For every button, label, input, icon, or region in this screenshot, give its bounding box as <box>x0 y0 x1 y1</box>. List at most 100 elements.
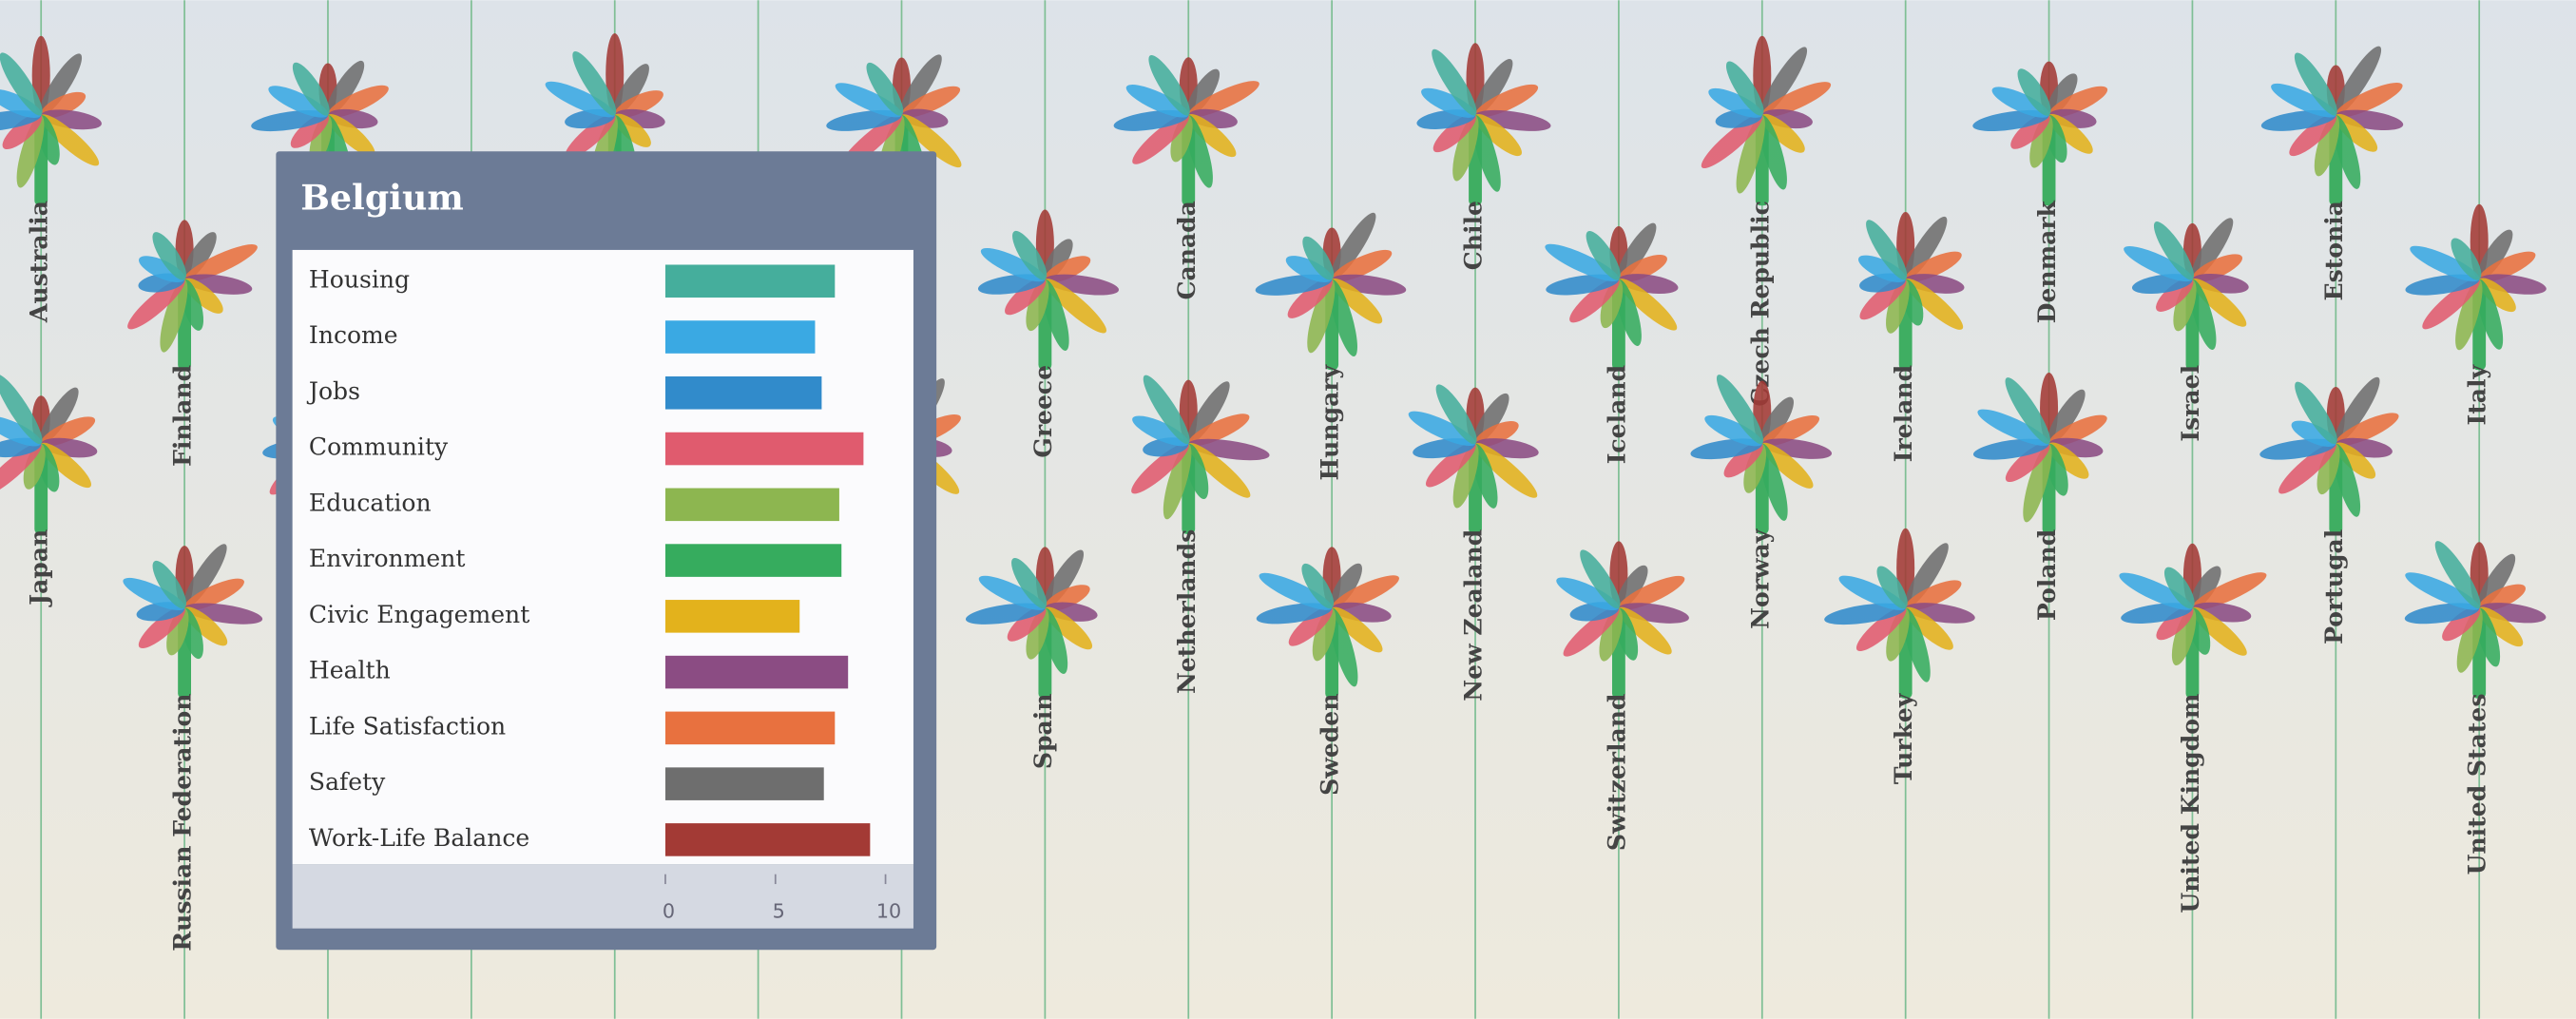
category-label: Life Satisfaction <box>309 712 506 740</box>
petal <box>1866 220 1908 280</box>
country-label: Russian Federation <box>168 694 197 952</box>
petal <box>2190 566 2221 609</box>
petal <box>2477 229 2513 280</box>
petal <box>1736 115 1765 194</box>
petal <box>1759 115 1787 190</box>
petal <box>1188 438 1270 461</box>
petal <box>1760 47 1808 116</box>
petal <box>2333 443 2361 517</box>
petal <box>1186 381 1230 445</box>
country-label: Czech Republic <box>1745 201 1774 407</box>
flower <box>2404 541 2547 699</box>
country-label: New Zealand <box>1459 529 1488 702</box>
petal <box>292 62 330 116</box>
petal <box>1331 606 1383 653</box>
flower <box>1131 375 1270 534</box>
petal <box>183 578 244 611</box>
petal <box>835 83 902 118</box>
petal <box>1186 68 1221 116</box>
petal <box>251 109 328 132</box>
petal <box>2124 245 2193 282</box>
petal <box>1972 438 2049 460</box>
petal <box>1143 375 1190 445</box>
petal <box>2191 278 2247 327</box>
petal <box>1905 279 1964 330</box>
petal <box>2316 443 2340 495</box>
petal <box>2189 279 2217 350</box>
petal <box>1904 543 1949 609</box>
petal <box>2047 389 2086 445</box>
petal <box>1760 113 1805 153</box>
petal <box>2289 114 2337 157</box>
flower <box>1690 375 1833 534</box>
petal <box>1435 384 1477 445</box>
petal <box>1563 606 1620 657</box>
petal <box>2163 567 2195 609</box>
country-label: Estonia <box>2319 201 2348 300</box>
country-label: United Kingdom <box>2176 694 2204 913</box>
petal <box>1599 607 1623 662</box>
petal <box>1904 606 1953 650</box>
petal <box>1285 256 1333 283</box>
petal <box>1616 565 1648 609</box>
petal <box>1618 606 1672 655</box>
petal <box>1421 87 1476 118</box>
flower <box>1972 61 2108 206</box>
petal <box>2475 279 2504 350</box>
bar <box>664 767 824 800</box>
petal <box>0 442 42 497</box>
petal <box>0 52 43 116</box>
petal <box>1761 82 1832 118</box>
petal <box>1886 607 1910 662</box>
petal <box>1113 109 1189 131</box>
petal <box>1131 442 1189 494</box>
flower <box>1113 55 1259 206</box>
petal <box>23 443 46 490</box>
petal <box>1026 279 1049 332</box>
flower <box>0 374 98 534</box>
tick-label: 10 <box>876 899 901 922</box>
petal <box>2171 607 2197 666</box>
country-label: Japan <box>25 529 53 607</box>
petal <box>1471 115 1501 192</box>
petal <box>2010 113 2050 149</box>
tick-label: 5 <box>773 899 785 922</box>
flower <box>127 220 258 371</box>
tick-label: 0 <box>663 899 675 922</box>
petal <box>2260 109 2336 131</box>
petal <box>1617 222 1657 280</box>
petal <box>1556 577 1620 611</box>
petal <box>2334 46 2382 116</box>
petal <box>1618 575 1685 610</box>
petal <box>2456 607 2483 673</box>
petal <box>1256 603 1333 625</box>
petal <box>980 248 1046 282</box>
petal <box>152 560 186 609</box>
flower <box>977 209 1120 371</box>
flower <box>1408 384 1539 534</box>
flower <box>1255 212 1407 371</box>
petal <box>2278 442 2336 494</box>
flower <box>2124 218 2249 371</box>
petal <box>1425 442 1476 488</box>
petal <box>1545 243 1620 282</box>
petal <box>572 50 617 116</box>
country-label: Australia <box>25 201 53 323</box>
flower <box>2119 543 2267 699</box>
petal <box>1708 87 1763 118</box>
flower <box>2405 203 2547 371</box>
petal <box>2017 68 2051 116</box>
petal <box>0 415 42 447</box>
petal <box>39 53 83 116</box>
petal <box>2271 83 2336 118</box>
bar <box>664 320 816 354</box>
petal <box>2047 73 2078 116</box>
petal <box>1704 414 1763 447</box>
petal <box>2410 245 2480 282</box>
petal <box>2404 603 2480 625</box>
petal <box>1858 255 1906 282</box>
petal <box>327 114 375 157</box>
petal <box>1546 274 1619 296</box>
petal <box>1187 114 1237 158</box>
